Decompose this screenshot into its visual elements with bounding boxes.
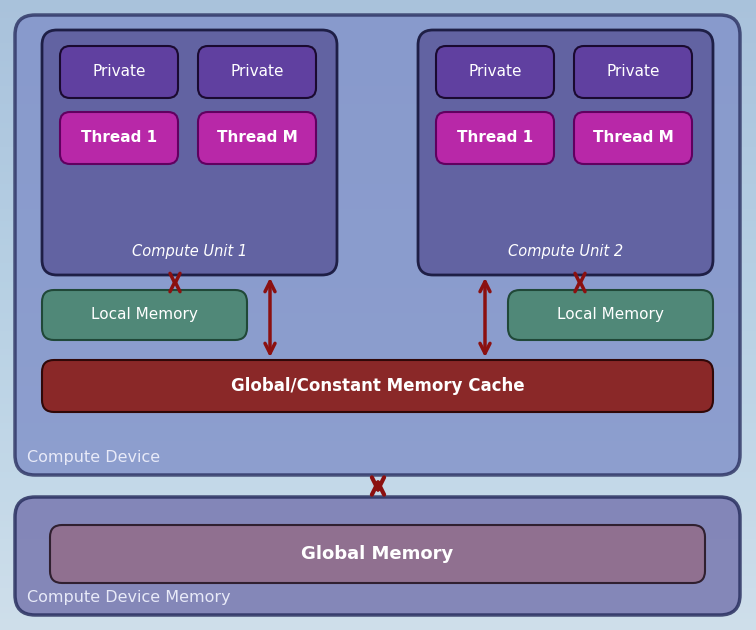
Text: Private: Private — [92, 64, 146, 79]
Text: Private: Private — [231, 64, 284, 79]
FancyBboxPatch shape — [60, 112, 178, 164]
FancyBboxPatch shape — [508, 290, 713, 340]
FancyBboxPatch shape — [436, 46, 554, 98]
FancyBboxPatch shape — [198, 46, 316, 98]
FancyBboxPatch shape — [15, 15, 740, 475]
Text: Compute Device Memory: Compute Device Memory — [27, 590, 231, 605]
Text: Private: Private — [606, 64, 660, 79]
FancyBboxPatch shape — [418, 30, 713, 275]
Text: Global Memory: Global Memory — [302, 545, 454, 563]
FancyBboxPatch shape — [50, 525, 705, 583]
Text: Compute Unit 1: Compute Unit 1 — [132, 244, 247, 259]
FancyBboxPatch shape — [436, 112, 554, 164]
Text: Thread M: Thread M — [217, 130, 297, 146]
Text: Thread 1: Thread 1 — [457, 130, 533, 146]
Text: Thread M: Thread M — [593, 130, 674, 146]
Text: Local Memory: Local Memory — [557, 307, 664, 323]
FancyBboxPatch shape — [15, 497, 740, 615]
Text: Local Memory: Local Memory — [91, 307, 198, 323]
FancyBboxPatch shape — [42, 360, 713, 412]
FancyBboxPatch shape — [574, 112, 692, 164]
Text: Thread 1: Thread 1 — [81, 130, 157, 146]
FancyBboxPatch shape — [574, 46, 692, 98]
FancyBboxPatch shape — [42, 30, 337, 275]
FancyBboxPatch shape — [198, 112, 316, 164]
Text: Global/Constant Memory Cache: Global/Constant Memory Cache — [231, 377, 525, 395]
Text: Compute Unit 2: Compute Unit 2 — [508, 244, 623, 259]
FancyBboxPatch shape — [60, 46, 178, 98]
Text: Private: Private — [468, 64, 522, 79]
Text: Compute Device: Compute Device — [27, 450, 160, 465]
FancyBboxPatch shape — [42, 290, 247, 340]
